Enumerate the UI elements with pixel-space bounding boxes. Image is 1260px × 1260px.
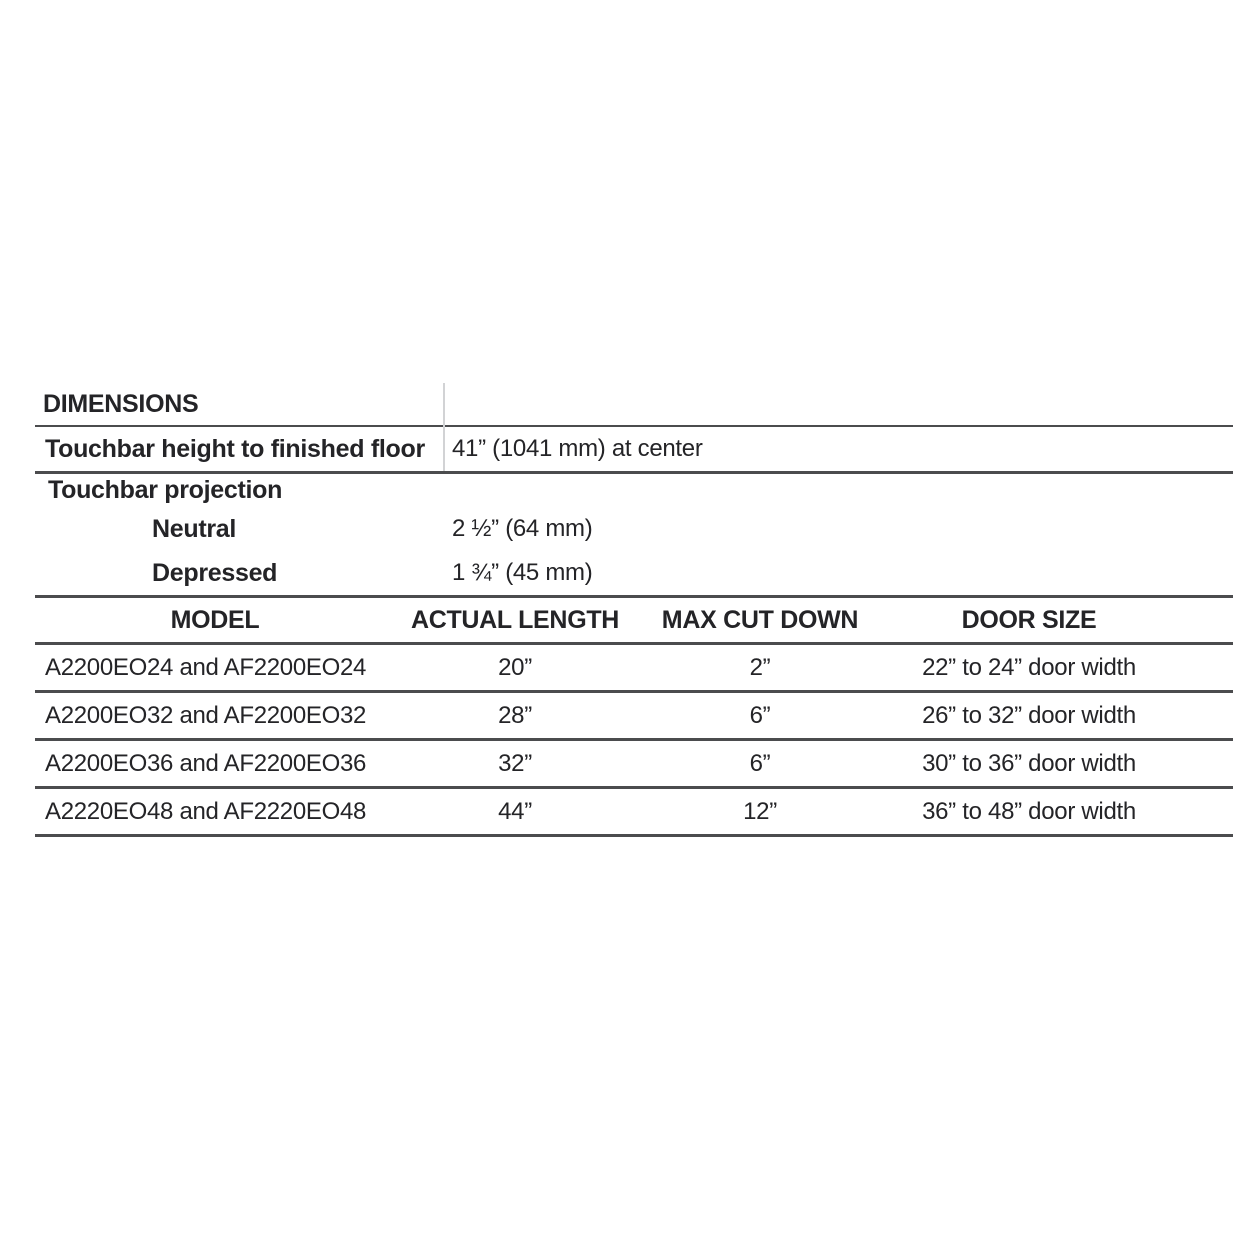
spec-row-neutral: Neutral 2 ½” (64 mm) xyxy=(35,507,1233,551)
column-header-max-cut-down: MAX CUT DOWN xyxy=(661,605,859,634)
cell-max-cut-down: 12” xyxy=(743,797,777,825)
table-row: A2200EO32 and AF2200EO32 28” 6” 26” to 3… xyxy=(35,693,1233,741)
spec-label: Touchbar height to finished floor xyxy=(45,434,425,463)
cell-door-size: 30” to 36” door width xyxy=(922,749,1136,777)
cell-max-cut-down: 6” xyxy=(749,701,771,729)
cell-actual-length: 44” xyxy=(498,797,532,825)
cell-max-cut-down: 2” xyxy=(749,653,771,681)
table-row: A2220EO48 and AF2220EO48 44” 12” 36” to … xyxy=(35,789,1233,837)
cell-model: A2200EO32 and AF2200EO32 xyxy=(45,701,367,729)
spec-value: 1 ¾” (45 mm) xyxy=(452,559,593,586)
spec-row-projection: Touchbar projection xyxy=(35,474,1233,507)
cell-actual-length: 32” xyxy=(498,749,532,777)
cell-model: A2200EO24 and AF2200EO24 xyxy=(45,653,367,681)
cell-door-size: 22” to 24” door width xyxy=(922,653,1136,681)
dimensions-spec-sheet: DIMENSIONS Touchbar height to finished f… xyxy=(35,383,1233,837)
column-header-model: MODEL xyxy=(170,605,260,634)
spec-row-touchbar-height: Touchbar height to finished floor 41” (1… xyxy=(35,427,1233,474)
section-title: DIMENSIONS xyxy=(43,389,199,418)
spec-value: 41” (1041 mm) at center xyxy=(452,435,703,462)
cell-door-size: 26” to 32” door width xyxy=(922,701,1136,729)
spec-value: 2 ½” (64 mm) xyxy=(452,515,593,542)
section-title-row: DIMENSIONS xyxy=(35,383,1233,427)
cell-actual-length: 20” xyxy=(498,653,532,681)
cell-model: A2220EO48 and AF2220EO48 xyxy=(45,797,367,825)
cell-actual-length: 28” xyxy=(498,701,532,729)
spec-row-depressed: Depressed 1 ¾” (45 mm) xyxy=(35,551,1233,595)
cell-max-cut-down: 6” xyxy=(749,749,771,777)
cell-door-size: 36” to 48” door width xyxy=(922,797,1136,825)
table-row: A2200EO36 and AF2200EO36 32” 6” 30” to 3… xyxy=(35,741,1233,789)
spec-label: Depressed xyxy=(152,558,278,587)
table-row: A2200EO24 and AF2200EO24 20” 2” 22” to 2… xyxy=(35,645,1233,693)
cell-model: A2200EO36 and AF2200EO36 xyxy=(45,749,367,777)
spec-block-touchbar-projection: Touchbar projection Neutral 2 ½” (64 mm)… xyxy=(35,474,1233,598)
table-header-row: MODEL ACTUAL LENGTH MAX CUT DOWN DOOR SI… xyxy=(35,598,1233,645)
spec-label: Touchbar projection xyxy=(48,476,283,504)
spec-label: Neutral xyxy=(152,514,237,543)
column-header-door-size: DOOR SIZE xyxy=(961,605,1097,634)
column-header-actual-length: ACTUAL LENGTH xyxy=(410,605,620,634)
column-divider-line xyxy=(443,383,445,471)
